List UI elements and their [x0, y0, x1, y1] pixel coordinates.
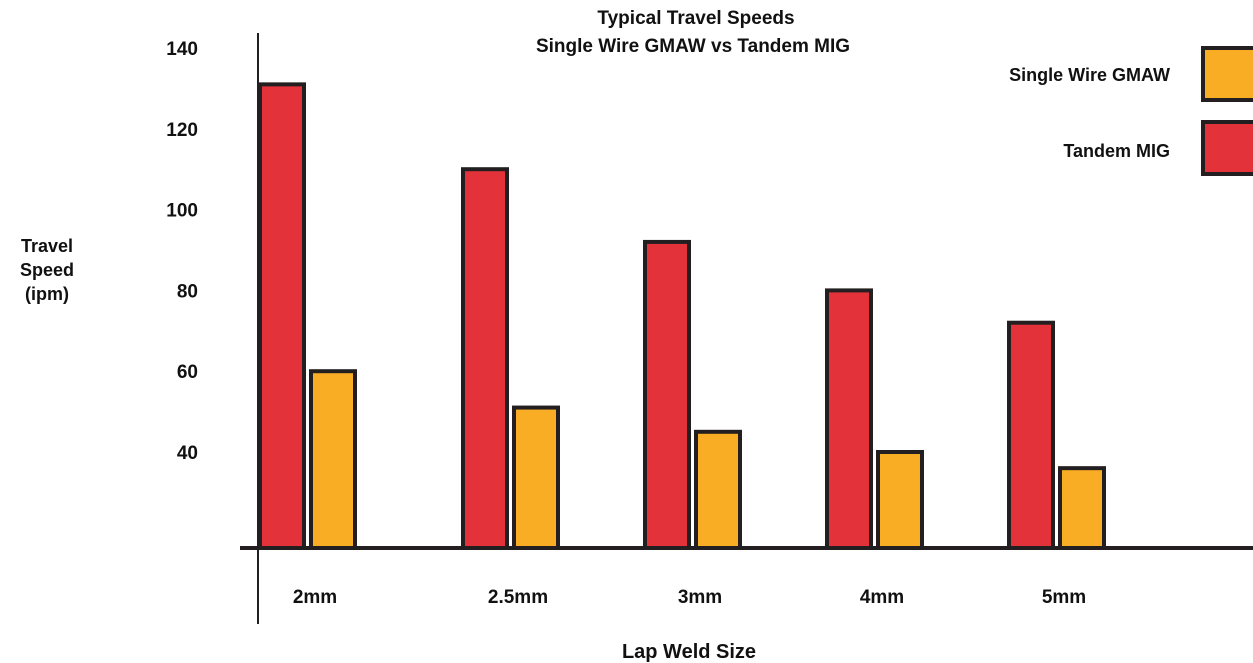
bar-single-wire-gmaw-5mm — [1058, 466, 1106, 550]
chart-subtitle: Single Wire GMAW vs Tandem MIG — [536, 36, 850, 57]
y-tick-label: 40 — [177, 443, 198, 464]
bars — [258, 82, 1106, 551]
y-tick-label: 60 — [177, 362, 198, 383]
y-tick-label: 140 — [166, 39, 198, 60]
y-tick-label: 120 — [166, 120, 198, 141]
bar-single-wire-gmaw-2.5mm — [512, 405, 560, 550]
legend-label-single-wire: Single Wire GMAW — [1009, 65, 1170, 85]
bar-tandem-mig-3mm — [643, 239, 691, 550]
x-tick-label: 3mm — [678, 587, 722, 608]
y-tick-labels: 40 60 80 100 120 140 — [166, 39, 198, 464]
legend-swatch-single-wire — [1201, 46, 1253, 102]
bar-single-wire-gmaw-3mm — [694, 429, 742, 550]
bar-tandem-mig-2.5mm — [461, 167, 509, 550]
x-tick-label: 2mm — [293, 587, 337, 608]
chart-title: Typical Travel Speeds — [597, 8, 794, 29]
legend-swatch-tandem — [1201, 120, 1253, 176]
bar-single-wire-gmaw-4mm — [876, 450, 924, 550]
x-tick-label: 2.5mm — [488, 587, 548, 608]
bar-tandem-mig-4mm — [825, 288, 873, 550]
bar-tandem-mig-5mm — [1007, 320, 1055, 550]
x-tick-labels: 2mm 2.5mm 3mm 4mm 5mm — [293, 587, 1086, 608]
y-axis-label-line-2: Speed — [20, 260, 74, 280]
y-axis-label-line-1: Travel — [21, 236, 73, 256]
bar-single-wire-gmaw-2mm — [309, 369, 357, 551]
x-tick-label: 4mm — [860, 587, 904, 608]
x-tick-label: 5mm — [1042, 587, 1086, 608]
y-axis-label-line-3: (ipm) — [25, 284, 69, 304]
y-tick-label: 100 — [166, 201, 198, 222]
y-tick-label: 80 — [177, 281, 198, 302]
legend: Single Wire GMAW Tandem MIG — [1009, 46, 1253, 176]
bar-tandem-mig-2mm — [258, 82, 306, 551]
x-axis-label: Lap Weld Size — [622, 641, 756, 663]
legend-label-tandem: Tandem MIG — [1063, 141, 1170, 161]
